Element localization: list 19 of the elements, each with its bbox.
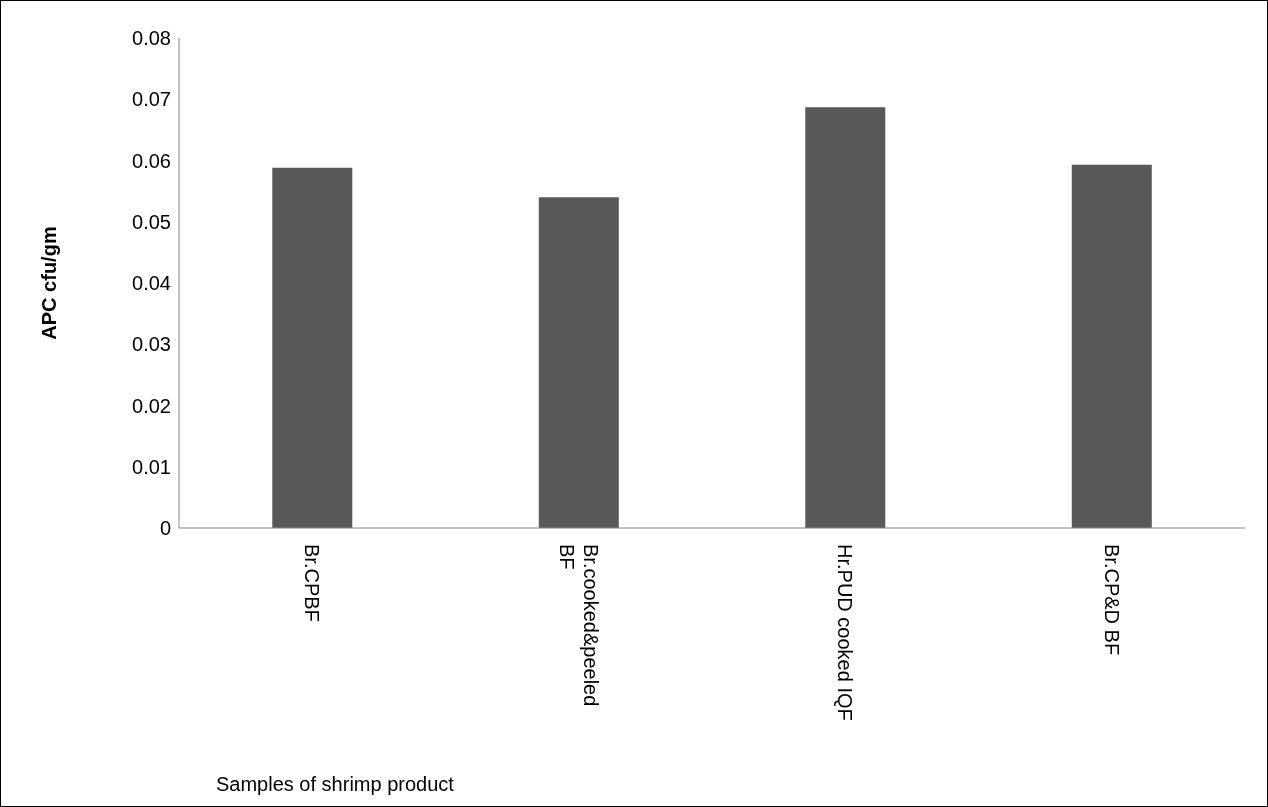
y-tick-label: 0.01 bbox=[132, 455, 171, 478]
bar bbox=[538, 197, 619, 528]
bar bbox=[1071, 164, 1152, 528]
y-tick-label: 0.06 bbox=[132, 149, 171, 172]
x-tick-label: Hr.PUD cooked IQF bbox=[834, 544, 857, 721]
y-tick-label: 0.05 bbox=[132, 210, 171, 233]
y-tick-label: 0.03 bbox=[132, 333, 171, 356]
bar bbox=[805, 107, 886, 528]
x-tick-label: Br.CP&D BF bbox=[1100, 544, 1123, 656]
y-tick-label: 0.02 bbox=[132, 394, 171, 417]
y-tick-label: 0.08 bbox=[132, 27, 171, 50]
x-tick-label: Br.cooked&peeled BF bbox=[555, 544, 602, 707]
x-axis-title: Samples of shrimp product bbox=[216, 773, 454, 796]
bar bbox=[272, 167, 353, 528]
x-tick-label: Br.CPBF bbox=[301, 544, 324, 622]
y-tick-label: 0.04 bbox=[132, 272, 171, 295]
y-tick-label: 0 bbox=[159, 517, 171, 540]
y-axis-title: APC cfu/gm bbox=[38, 226, 61, 340]
y-tick-label: 0.07 bbox=[132, 88, 171, 111]
